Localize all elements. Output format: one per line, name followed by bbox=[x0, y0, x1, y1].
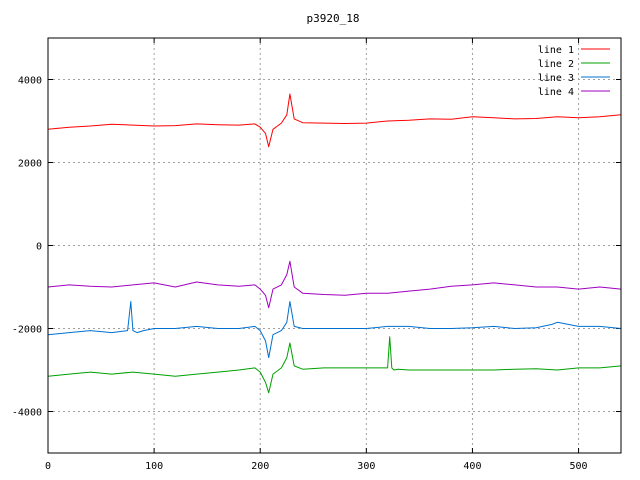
series-line-2 bbox=[47, 336, 622, 394]
series-line-4 bbox=[47, 260, 622, 309]
x-tick-label: 0 bbox=[45, 461, 51, 472]
y-tick-label: 4000 bbox=[18, 76, 42, 87]
x-tick-label: 200 bbox=[251, 461, 269, 472]
y-axis-ticks: -4000 -2000 0 2000 4000 bbox=[12, 76, 621, 419]
plot-frame bbox=[47, 37, 622, 454]
y-tick-label: -4000 bbox=[12, 408, 42, 419]
legend-label-3: line 3 bbox=[538, 73, 574, 84]
x-axis-ticks: 0 100 200 300 400 500 bbox=[45, 38, 588, 472]
legend-label-4: line 4 bbox=[538, 87, 574, 98]
x-tick-label: 100 bbox=[145, 461, 163, 472]
y-tick-label: -2000 bbox=[12, 325, 42, 336]
series-lines bbox=[47, 93, 622, 394]
x-tick-label: 400 bbox=[463, 461, 481, 472]
y-tick-label: 2000 bbox=[18, 159, 42, 170]
legend-label-2: line 2 bbox=[538, 59, 574, 70]
legend: line 1 line 2 line 3 line 4 bbox=[538, 45, 610, 98]
y-tick-label: 0 bbox=[36, 242, 42, 253]
chart-title: p3920_18 bbox=[307, 12, 360, 25]
x-tick-label: 300 bbox=[357, 461, 375, 472]
grid-lines bbox=[48, 38, 621, 453]
series-line-3 bbox=[47, 301, 622, 359]
series-line-1 bbox=[47, 93, 622, 148]
legend-label-1: line 1 bbox=[538, 45, 574, 56]
x-tick-label: 500 bbox=[570, 461, 588, 472]
